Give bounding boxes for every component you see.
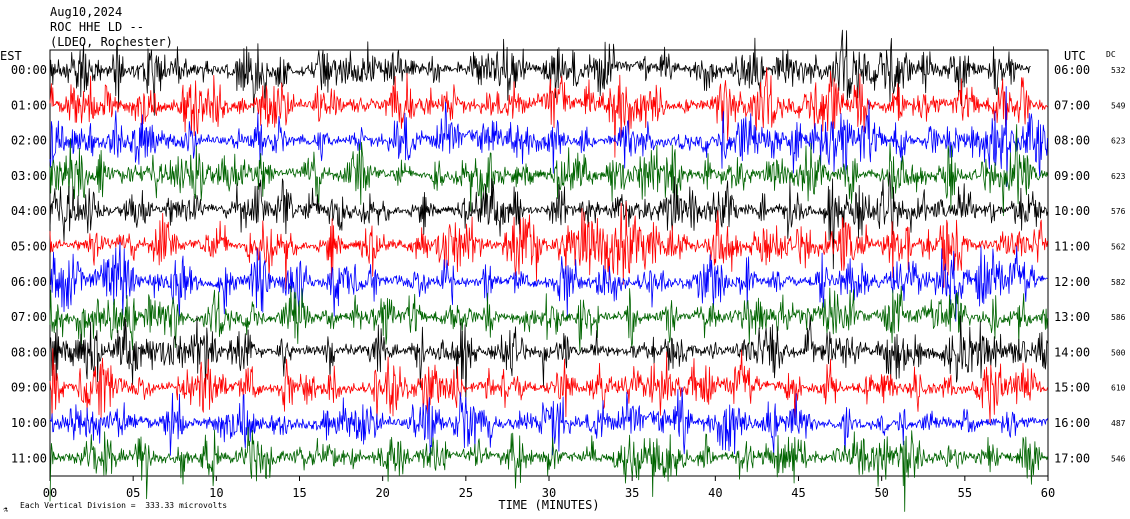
chart-date: Aug10,2024 [50,5,123,19]
dc-offset-label: 562 [1111,243,1126,252]
x-axis-title: TIME (MINUTES) [498,498,599,512]
trace-0700-waveform [49,67,1048,158]
dc-axis-title: DC [1106,50,1116,59]
x-tick-label: 10 [209,486,223,500]
est-hour-label: 10:00 [11,416,47,430]
utc-hour-label: 09:00 [1054,169,1090,183]
x-tick-label: 45 [791,486,805,500]
utc-hour-label: 07:00 [1054,98,1090,112]
est-hour-label: 01:00 [11,98,47,112]
dc-offset-label: 487 [1111,419,1126,428]
chart-location: (LDEO, Rochester) [50,35,173,49]
est-axis-title: EST [0,49,22,63]
x-tick-label: 50 [874,486,888,500]
x-tick-label: 30 [542,486,556,500]
utc-hour-label: 08:00 [1054,134,1090,148]
trace-1000-waveform [49,171,1048,270]
x-tick-label: 15 [292,486,306,500]
utc-hour-label: 12:00 [1054,275,1090,289]
trace-0600-waveform [49,29,1031,116]
utc-hour-label: 17:00 [1054,451,1090,465]
est-hour-label: 00:00 [11,63,47,77]
utc-hour-label: 06:00 [1054,63,1090,77]
utc-axis-title: UTC [1064,49,1086,63]
est-hour-label: 03:00 [11,169,47,183]
chart-station: ROC HHE LD -- [50,20,144,34]
utc-hour-label: 11:00 [1054,240,1090,254]
est-hour-label: 09:00 [11,381,47,395]
est-hour-label: 08:00 [11,345,47,359]
dc-offset-label: 623 [1111,172,1126,181]
trace-1100-waveform [49,201,1048,290]
dc-offset-label: 582 [1111,278,1126,287]
x-tick-label: 05 [126,486,140,500]
est-hour-label: 11:00 [11,451,47,465]
trace-1600-waveform [49,387,1048,456]
dc-offset-label: 610 [1111,384,1126,393]
x-tick-label: 20 [375,486,389,500]
trace-1300-waveform [49,285,1048,352]
utc-hour-label: 13:00 [1054,310,1090,324]
est-hour-label: 07:00 [11,310,47,324]
trace-1200-waveform [49,241,1048,322]
utc-hour-label: 15:00 [1054,381,1090,395]
x-tick-label: 40 [708,486,722,500]
seismometer-icon: ⚗ [3,505,8,514]
dc-offset-label: 500 [1111,348,1126,357]
est-hour-label: 04:00 [11,204,47,218]
dc-offset-label: 623 [1111,137,1126,146]
utc-hour-label: 10:00 [1054,204,1090,218]
dc-offset-label: 549 [1111,101,1126,110]
est-hour-label: 02:00 [11,134,47,148]
trace-0800-waveform [49,86,1048,187]
x-tick-label: 55 [958,486,972,500]
dc-offset-label: 546 [1111,454,1126,463]
dc-offset-label: 586 [1111,313,1126,322]
vertical-division-note: Each Vertical Division = 333.33 microvol… [20,501,228,510]
x-tick-label: 35 [625,486,639,500]
est-hour-label: 06:00 [11,275,47,289]
dc-offset-label: 576 [1111,207,1126,216]
est-hour-label: 05:00 [11,240,47,254]
trace-1500-waveform [49,348,1048,425]
x-tick-label: 60 [1041,486,1055,500]
x-tick-label: 25 [459,486,473,500]
dc-offset-label: 532 [1111,66,1126,75]
trace-1400-waveform [49,315,1048,402]
utc-hour-label: 16:00 [1054,416,1090,430]
trace-1700-waveform [49,426,1048,512]
utc-hour-label: 14:00 [1054,345,1090,359]
trace-0900-waveform [49,124,1048,217]
